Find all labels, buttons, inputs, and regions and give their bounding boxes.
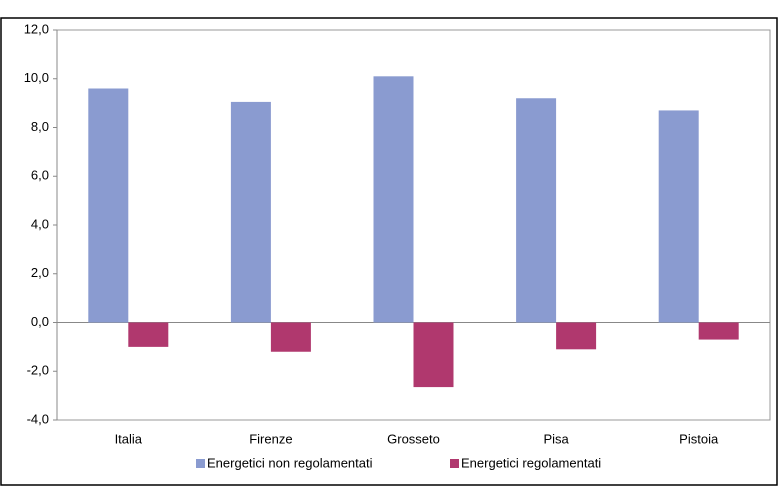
y-tick-label: 12,0 [24, 21, 49, 36]
legend-label: Energetici regolamentati [461, 455, 601, 470]
bar [556, 322, 597, 350]
y-tick-label: 8,0 [31, 119, 49, 134]
y-tick-label: -2,0 [27, 363, 49, 378]
bar [270, 322, 311, 352]
bar [230, 101, 271, 323]
x-tick-label: Firenze [249, 431, 292, 446]
bar [373, 76, 414, 323]
y-tick-label: -4,0 [27, 411, 49, 426]
bar [698, 322, 739, 340]
y-tick-label: 0,0 [31, 314, 49, 329]
y-tick-label: 6,0 [31, 168, 49, 183]
legend-swatch [196, 459, 205, 468]
bar [88, 88, 129, 323]
bar [413, 322, 454, 388]
bar [516, 98, 557, 323]
legend-swatch [450, 459, 459, 468]
y-tick-label: 10,0 [24, 70, 49, 85]
legend-label: Energetici non regolamentati [207, 455, 373, 470]
x-tick-label: Pistoia [679, 431, 719, 446]
bar [658, 110, 699, 323]
x-tick-label: Grosseto [387, 431, 440, 446]
y-tick-label: 2,0 [31, 265, 49, 280]
x-tick-label: Pisa [543, 431, 569, 446]
bar [128, 322, 169, 347]
x-tick-label: Italia [115, 431, 143, 446]
y-tick-label: 4,0 [31, 216, 49, 231]
